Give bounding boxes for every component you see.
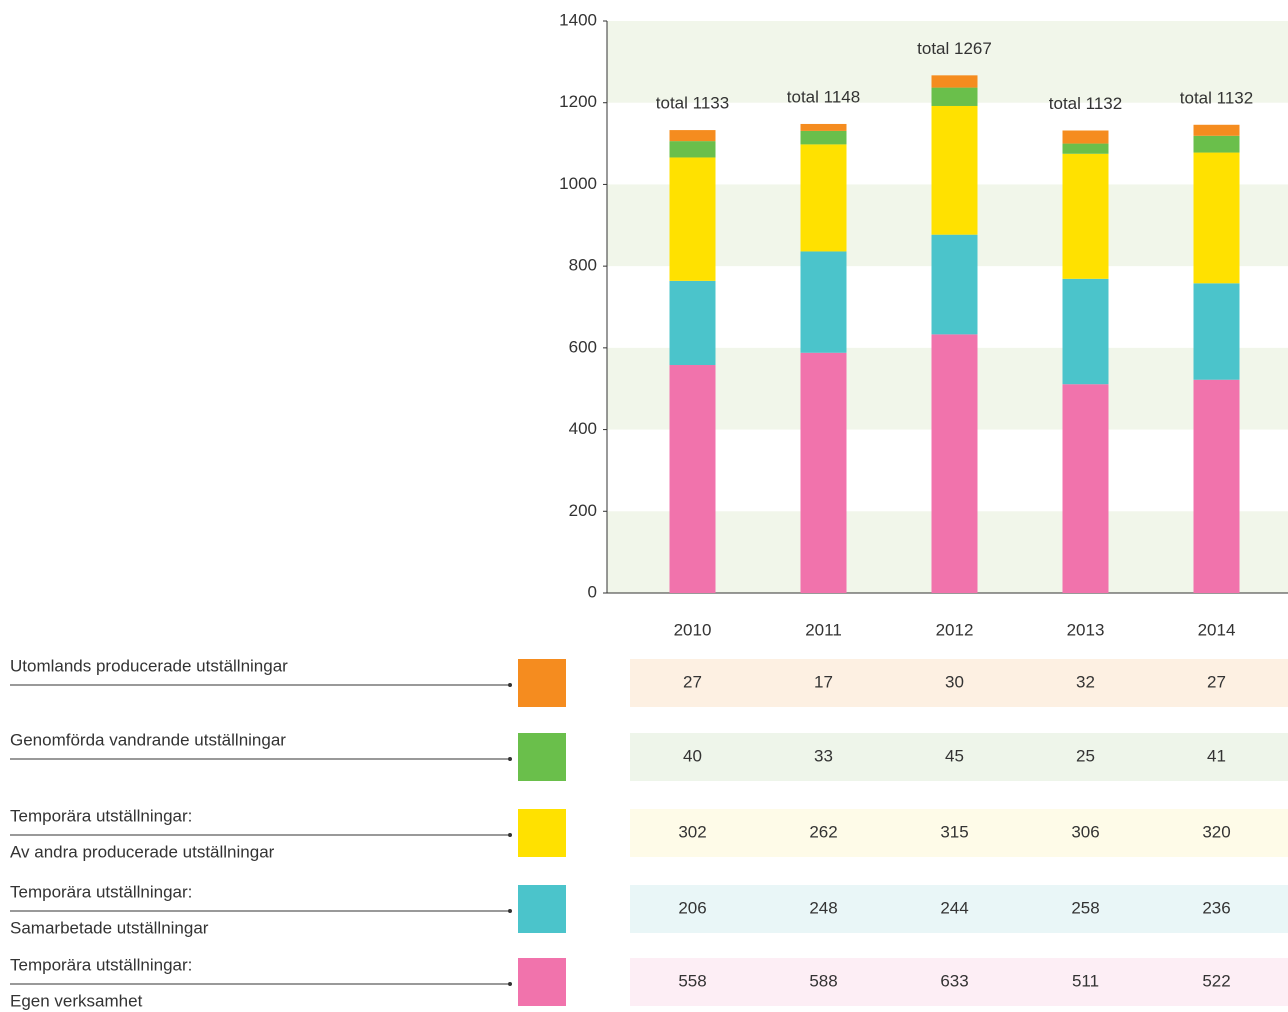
bar-segment (1062, 143, 1109, 154)
bar-segment (1062, 384, 1109, 593)
table-cell: 511 (1072, 971, 1099, 990)
table-cell: 206 (678, 898, 706, 917)
legend-dot (508, 683, 512, 687)
bar-segment (1193, 124, 1240, 136)
table-cell: 588 (809, 971, 837, 990)
bar-segment (931, 105, 978, 235)
legend-dot (508, 757, 512, 761)
legend-label: Temporära utställningar: (10, 806, 192, 825)
table-cell: 45 (945, 746, 964, 765)
bar-segment (931, 234, 978, 335)
bar-segment (1193, 135, 1240, 153)
bar-segment (1193, 152, 1240, 284)
legend-label: Utomlands producerade utställningar (10, 656, 288, 675)
x-tick-label: 2010 (674, 620, 712, 639)
legend-swatch (518, 885, 566, 933)
bar-segment (1193, 283, 1240, 380)
legend-swatch (518, 659, 566, 707)
table-cell: 30 (945, 672, 964, 691)
table-cell: 248 (809, 898, 837, 917)
table-cell: 25 (1076, 746, 1095, 765)
total-label: total 1132 (1180, 88, 1253, 107)
table-cell: 236 (1202, 898, 1230, 917)
bar-segment (1193, 379, 1240, 593)
y-tick-label: 1400 (559, 10, 597, 29)
table-cell: 320 (1202, 822, 1230, 841)
bar-segment (1062, 130, 1109, 144)
table-cell: 27 (683, 672, 702, 691)
y-tick-label: 400 (569, 419, 597, 438)
table-row (630, 659, 1288, 707)
table-cell: 522 (1202, 971, 1230, 990)
x-tick-label: 2012 (936, 620, 974, 639)
table-cell: 32 (1076, 672, 1095, 691)
y-tick-label: 200 (569, 501, 597, 520)
legend-swatch (518, 958, 566, 1006)
total-label: total 1267 (917, 39, 992, 58)
legend-label: Temporära utställningar: (10, 882, 192, 901)
table-cell: 262 (809, 822, 837, 841)
legend-dot (508, 982, 512, 986)
bar-segment (669, 280, 716, 366)
legend-label: Genomförda vandrande utställningar (10, 730, 286, 749)
x-tick-label: 2011 (805, 620, 842, 639)
table-row (630, 885, 1288, 933)
bar-segment (800, 144, 847, 252)
bar-segment (800, 251, 847, 353)
table-cell: 633 (940, 971, 968, 990)
bar-segment (1062, 153, 1109, 279)
legend-dot (508, 909, 512, 913)
table-cell: 40 (683, 746, 702, 765)
table-cell: 258 (1071, 898, 1099, 917)
table-cell: 33 (814, 746, 833, 765)
bar-segment (931, 87, 978, 106)
table-cell: 302 (678, 822, 706, 841)
legend-label: Samarbetade utställningar (10, 918, 209, 937)
bar-segment (800, 352, 847, 593)
bar-segment (669, 365, 716, 593)
bar-segment (669, 141, 716, 158)
bar-segment (800, 123, 847, 131)
total-label: total 1132 (1049, 94, 1122, 113)
bar-segment (669, 157, 716, 281)
bar-segment (669, 130, 716, 142)
x-tick-label: 2014 (1198, 620, 1236, 639)
bar-segment (800, 130, 847, 145)
y-tick-label: 1200 (559, 92, 597, 111)
table-row (630, 958, 1288, 1006)
table-row (630, 809, 1288, 857)
table-cell: 315 (940, 822, 968, 841)
bar-segment (931, 334, 978, 593)
legend-label: Egen verksamhet (10, 991, 143, 1010)
total-label: total 1133 (656, 94, 729, 113)
legend-label: Temporära utställningar: (10, 955, 192, 974)
table-cell: 17 (814, 672, 833, 691)
legend-swatch (518, 809, 566, 857)
legend-swatch (518, 733, 566, 781)
y-tick-label: 0 (588, 582, 597, 601)
y-tick-label: 600 (569, 337, 597, 356)
table-cell: 558 (678, 971, 706, 990)
y-tick-label: 1000 (559, 174, 597, 193)
table-cell: 306 (1071, 822, 1099, 841)
table-cell: 41 (1207, 746, 1226, 765)
bar-segment (931, 75, 978, 88)
bar-segment (1062, 278, 1109, 385)
y-tick-label: 800 (569, 256, 597, 275)
legend-dot (508, 833, 512, 837)
total-label: total 1148 (787, 87, 860, 106)
table-cell: 27 (1207, 672, 1226, 691)
table-row (630, 733, 1288, 781)
x-tick-label: 2013 (1067, 620, 1105, 639)
table-cell: 244 (940, 898, 968, 917)
legend-label: Av andra producerade utställningar (10, 842, 275, 861)
